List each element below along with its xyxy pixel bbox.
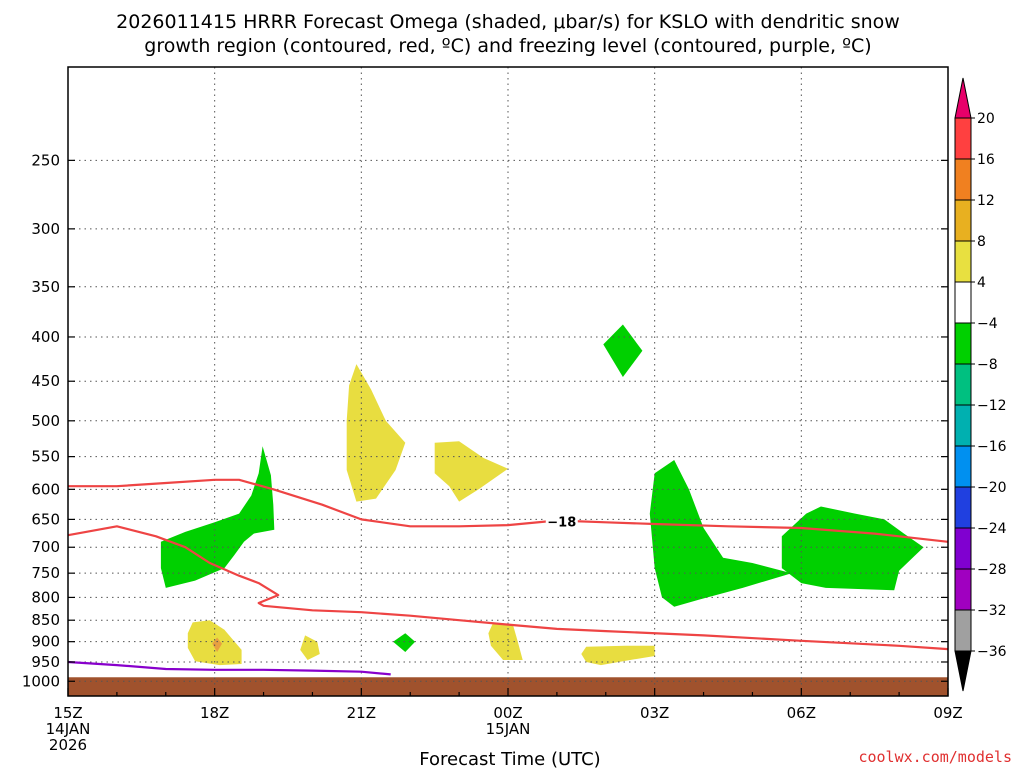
colorbar-label-3: 8 (977, 234, 986, 250)
x-tick-label-0-0: 15Z (53, 704, 82, 722)
omega-area-ascent-1 (603, 324, 643, 377)
ground-surface (68, 677, 948, 696)
colorbar-swatch-6 (954, 363, 972, 406)
colorbar-label-6: −8 (977, 357, 998, 373)
title-line-2: growth region (contoured, red, ºC) and f… (144, 35, 871, 57)
colorbar: 20 16 12 8 4 −4 −8 −12 −16 −20 −24 −28 −32 −36 (954, 77, 1007, 692)
x-tick-label-15-0: 06Z (787, 704, 816, 722)
dgz-contour-label: −18 (547, 516, 576, 531)
x-tick-label-18-0: 09Z (933, 704, 962, 722)
y-tick-label-600: 600 (31, 480, 60, 498)
colorbar-label-2: 12 (977, 193, 995, 209)
y-tick-label-950: 950 (31, 653, 60, 671)
colorbar-swatch-9 (954, 486, 972, 529)
colorbar-swatch-4 (954, 281, 972, 324)
omega-area-ascent-3 (649, 460, 792, 607)
contour-freezing_level (67, 660, 391, 676)
colorbar-label-12: −32 (977, 603, 1007, 619)
colorbar-bottom-triangle (954, 650, 972, 692)
contour-dgz_lower (67, 525, 949, 651)
colorbar-label-5: −4 (977, 316, 998, 332)
colorbar-label-7: −12 (977, 398, 1007, 414)
colorbar-swatch-8 (954, 445, 972, 488)
contour-dgz_upper (68, 478, 949, 543)
y-tick-label-1000: 1000 (22, 672, 60, 690)
y-axis-pressure: 250 300 350 400 450 500 550 600 650 700 750 800 850 9… (22, 151, 948, 690)
colorbar-swatch-1 (954, 158, 972, 201)
omega-area-descent-9 (488, 622, 523, 660)
x-tick-label-9-0: 00Z (493, 704, 522, 722)
credit-text: coolwx.com/models (858, 748, 1012, 766)
x-tick-label-9-1: 15JAN (486, 720, 531, 738)
colorbar-label-4: 4 (977, 275, 986, 291)
y-tick-label-450: 450 (31, 372, 60, 390)
colorbar-top-triangle (954, 77, 972, 119)
colorbar-swatch-5 (954, 322, 972, 365)
colorbar-label-9: −20 (977, 480, 1007, 496)
colorbar-label-10: −24 (977, 521, 1007, 537)
colorbar-swatch-3 (954, 240, 972, 283)
y-tick-label-850: 850 (31, 611, 60, 629)
colorbar-label-8: −16 (977, 439, 1007, 455)
y-tick-label-250: 250 (31, 151, 60, 169)
colorbar-swatch-0 (954, 117, 972, 160)
title-line-1: 2026011415 HRRR Forecast Omega (shaded, … (116, 11, 900, 33)
colorbar-label-11: −28 (977, 562, 1007, 578)
colorbar-swatch-12 (954, 609, 972, 652)
chart-title: 2026011415 HRRR Forecast Omega (shaded, … (116, 11, 900, 57)
colorbar-label-1: 16 (977, 152, 995, 168)
x-tick-label-6-0: 21Z (347, 704, 376, 722)
x-tick-label-3-0: 18Z (200, 704, 229, 722)
omega-shading (160, 324, 924, 666)
omega-area-ascent-4 (781, 506, 924, 591)
y-tick-label-350: 350 (31, 278, 60, 296)
colorbar-swatch-2 (954, 199, 972, 242)
colorbar-swatch-7 (954, 404, 972, 447)
colorbar-label-13: −36 (977, 644, 1007, 660)
y-tick-label-900: 900 (31, 633, 60, 651)
x-axis-label: Forecast Time (UTC) (419, 749, 600, 768)
omega-area-ascent-0 (160, 446, 275, 588)
plot-area: −18 (67, 66, 949, 697)
y-tick-label-750: 750 (31, 564, 60, 582)
x-tick-label-12-0: 03Z (640, 704, 669, 722)
y-tick-label-550: 550 (31, 448, 60, 466)
omega-area-descent-10 (581, 645, 655, 666)
colorbar-swatch-10 (954, 527, 972, 570)
contours (67, 478, 949, 676)
contour-label: −18 (545, 514, 578, 531)
y-tick-label-700: 700 (31, 538, 60, 556)
y-tick-label-500: 500 (31, 412, 60, 430)
y-tick-label-650: 650 (31, 510, 60, 528)
colorbar-label-0: 20 (977, 111, 995, 127)
colorbar-swatch-11 (954, 568, 972, 611)
y-tick-label-800: 800 (31, 588, 60, 606)
x-tick-label-0-1: 14JAN (46, 720, 91, 738)
omega-area-ascent-2 (393, 633, 416, 652)
y-tick-label-400: 400 (31, 328, 60, 346)
y-tick-label-300: 300 (31, 220, 60, 238)
omega-area-descent_strong-11 (212, 637, 222, 652)
x-tick-label-0-2: 2026 (49, 736, 87, 754)
gridlines (68, 67, 948, 696)
